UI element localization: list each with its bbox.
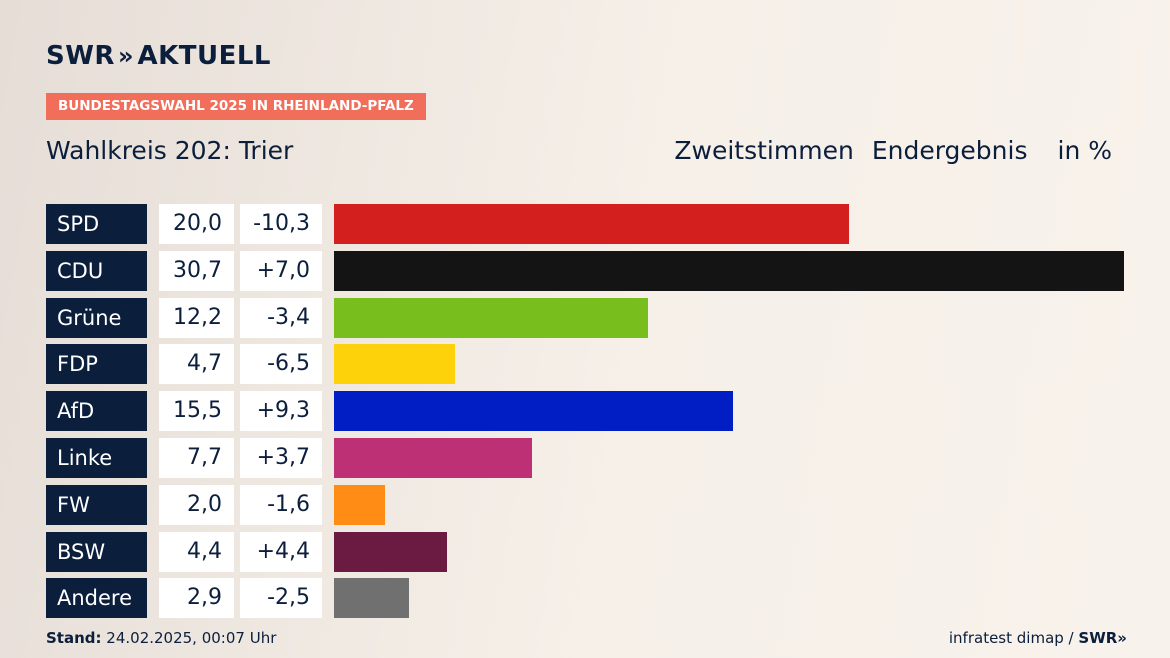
bar-linke xyxy=(334,437,532,478)
election-banner: BUNDESTAGSWAHL 2025 IN RHEINLAND-PFALZ xyxy=(46,93,426,120)
bar-spd xyxy=(334,204,849,244)
bar-cdu xyxy=(334,250,1124,291)
result-type-label: Endergebnis xyxy=(871,136,1028,165)
party-label: BSW xyxy=(46,531,147,572)
value-label: 30,7 xyxy=(159,250,234,291)
diff-label: +9,3 xyxy=(240,391,322,432)
bar-row: FW 2,0 -1,6 xyxy=(46,484,1124,525)
logo-product: AKTUELL xyxy=(137,41,271,71)
bar-row: CDU 30,7 +7,0 xyxy=(46,250,1124,291)
vote-type-label: Zweitstimmen xyxy=(674,136,854,165)
diff-label: +3,7 xyxy=(240,437,322,478)
logo-chevron-icon: » xyxy=(117,42,133,70)
swr-aktuell-logo: SWR» AKTUELL xyxy=(46,40,271,72)
source-label: infratest dimap / xyxy=(948,629,1074,647)
chart-title: Wahlkreis 202: Trier xyxy=(46,136,294,165)
source-chevron-icon: » xyxy=(1117,629,1127,647)
bar-row: BSW 4,4 +4,4 xyxy=(46,531,1124,572)
party-label: CDU xyxy=(46,250,147,291)
unit-label: in % xyxy=(1057,136,1113,165)
source-brand: SWR xyxy=(1078,629,1118,647)
value-label: 12,2 xyxy=(159,297,234,338)
value-label: 15,5 xyxy=(159,391,234,432)
source-credit: infratest dimap / SWR» xyxy=(948,628,1127,648)
value-label: 7,7 xyxy=(159,437,234,478)
diff-label: +4,4 xyxy=(240,531,322,572)
bar-afd xyxy=(334,391,733,432)
bar-andere xyxy=(334,578,409,619)
bar-fdp xyxy=(334,344,455,385)
party-label: FDP xyxy=(46,344,147,385)
party-label: Linke xyxy=(46,437,147,478)
bar-row: Linke 7,7 +3,7 xyxy=(46,437,1124,478)
party-label: AfD xyxy=(46,391,147,432)
value-label: 2,9 xyxy=(159,578,234,619)
value-label: 20,0 xyxy=(159,204,234,244)
diff-label: +7,0 xyxy=(240,250,322,291)
diff-label: -3,4 xyxy=(240,297,322,338)
diff-label: -2,5 xyxy=(240,578,322,619)
bar-row: AfD 15,5 +9,3 xyxy=(46,391,1124,432)
party-label: Andere xyxy=(46,578,147,619)
timestamp: Stand: 24.02.2025, 00:07 Uhr xyxy=(46,628,276,648)
bar-chart: SPD 20,0 -10,3 CDU 30,7 +7,0 Grüne 12,2 -3,4 FDP 4… xyxy=(46,204,1124,625)
value-label: 4,4 xyxy=(159,531,234,572)
chart-subtitle: Zweitstimmen Endergebnis in % xyxy=(674,135,1112,167)
bar-gr-ne xyxy=(334,297,648,338)
bar-bsw xyxy=(334,531,447,572)
bar-row: SPD 20,0 -10,3 xyxy=(46,204,1124,244)
party-label: Grüne xyxy=(46,297,147,338)
stand-value: 24.02.2025, 00:07 Uhr xyxy=(106,629,277,647)
diff-label: -1,6 xyxy=(240,484,322,525)
diff-label: -6,5 xyxy=(240,344,322,385)
bar-fw xyxy=(334,484,385,525)
value-label: 2,0 xyxy=(159,484,234,525)
diff-label: -10,3 xyxy=(240,204,322,244)
party-label: FW xyxy=(46,484,147,525)
bar-row: FDP 4,7 -6,5 xyxy=(46,344,1124,385)
bar-row: Andere 2,9 -2,5 xyxy=(46,578,1124,619)
stand-label: Stand: xyxy=(46,629,102,647)
logo-brand: SWR xyxy=(46,41,115,71)
party-label: SPD xyxy=(46,204,147,244)
value-label: 4,7 xyxy=(159,344,234,385)
bar-row: Grüne 12,2 -3,4 xyxy=(46,297,1124,338)
